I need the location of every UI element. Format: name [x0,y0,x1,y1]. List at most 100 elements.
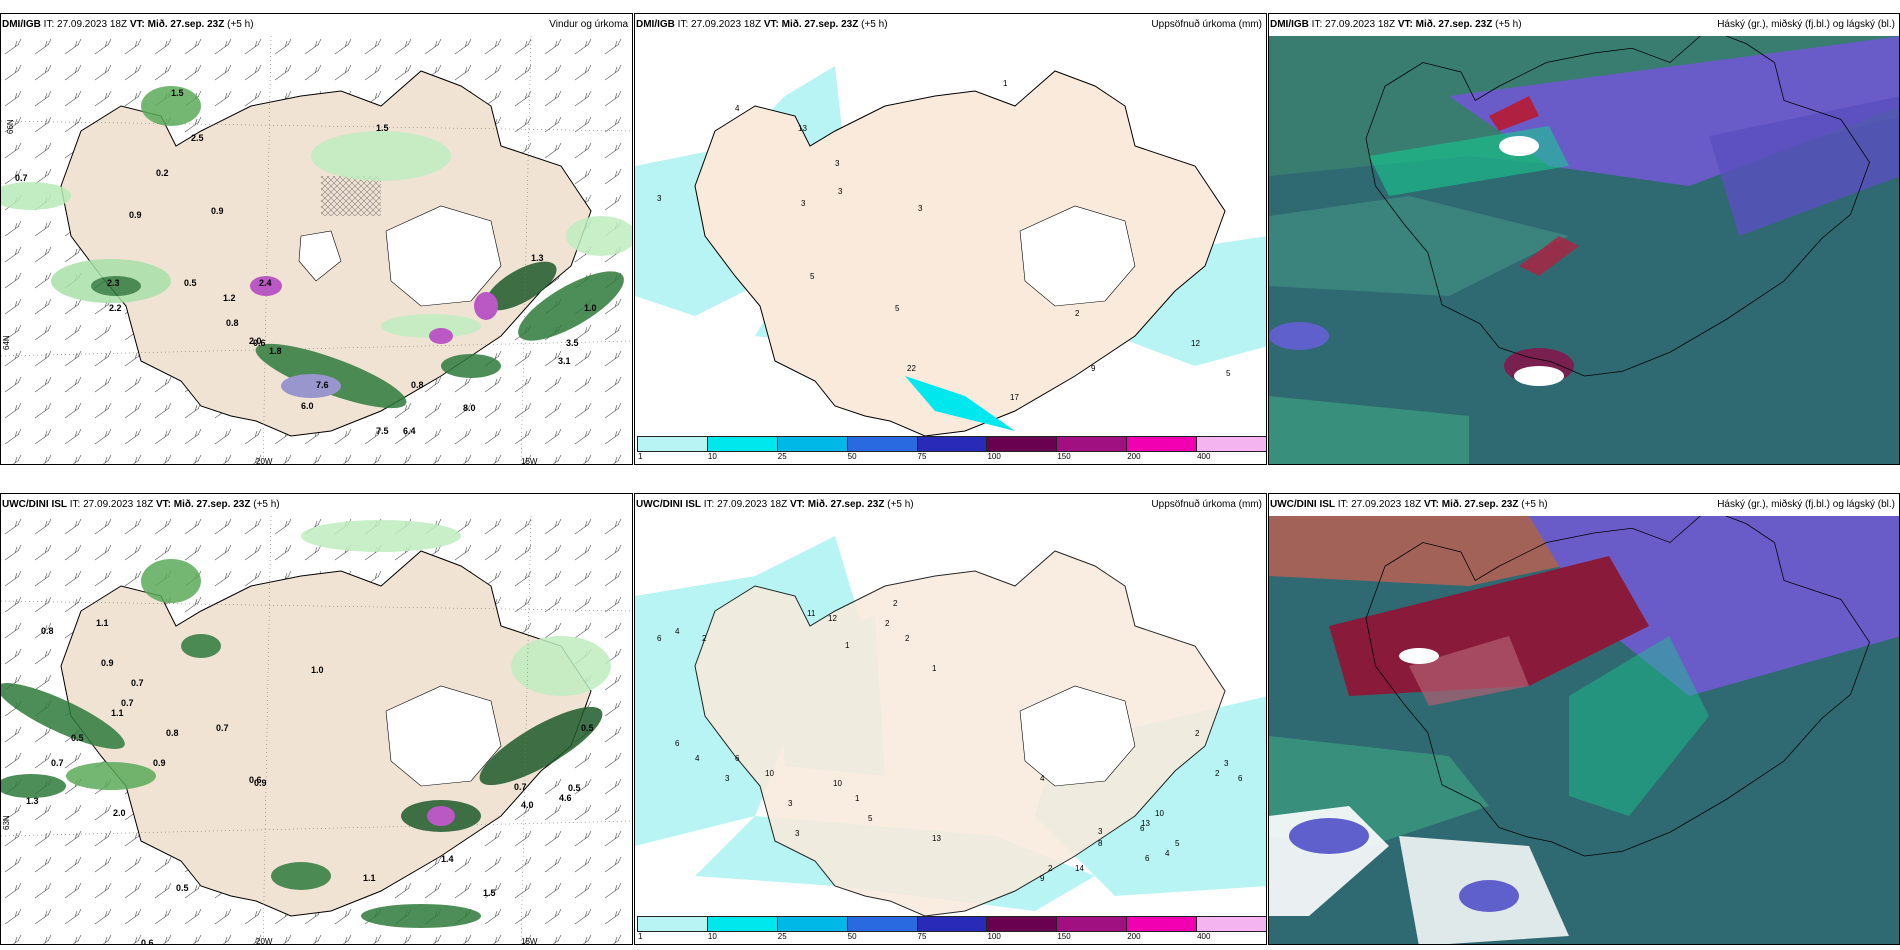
colorbar-tick: 1 [638,932,643,941]
panel-clouds-uwc: UWC/DINI ISL IT: 27.09.2023 18Z VT: Mið.… [1268,493,1900,945]
map-value-label: 1.3 [531,253,544,263]
map-value-label: 3 [725,774,730,783]
accum-map: 3 4 3 3 3 1 5 5 3 12 9 5 17 22 13 2 [635,66,1266,436]
precip-value-labels: 0.81.10.70.70.50.70.91.12.00.80.90.51.00… [26,618,594,944]
map-value-label: 2.3 [107,278,120,288]
panel-header: UWC/DINI ISL IT: 27.09.2023 18Z VT: Mið.… [635,494,1266,516]
hatched-area [321,176,381,216]
map-value-label: 1.2 [223,293,236,303]
map-value-label: 3.1 [558,356,571,366]
glacier [1019,205,1136,307]
map-value-label: 0.6 [253,338,266,348]
accum-value-labels: 6421112122216436101013513914106452362313… [657,599,1243,883]
panel-title: Háský (gr.), miðský (fj.bl.) og lágský (… [1717,499,1895,510]
map-value-label: 3 [838,187,843,196]
map-value-label: 8 [1098,839,1103,848]
map-value-label: 3 [795,829,800,838]
map-value-label: 6 [735,754,740,763]
panel-header-left: UWC/DINI ISL IT: 27.09.2023 18Z VT: Mið.… [2,499,280,510]
map-value-label: 1 [1003,79,1008,88]
colorbar-swatch [1126,436,1198,452]
map-value-label: 2 [1048,864,1053,873]
colorbar-tick: 100 [987,932,1001,941]
map-value-label: 0.5 [176,883,189,893]
map-value-label: 0.2 [156,168,169,178]
precip-green [1,520,611,928]
map-value-label: 2 [1195,729,1200,738]
map-value-label: 6 [1140,824,1145,833]
map-value-label: 1.0 [311,665,324,675]
map-value-label: 1 [855,794,860,803]
map-value-label: 1.5 [171,88,184,98]
map-value-label: 1.1 [96,618,109,628]
colorbar-tick: 50 [847,932,857,941]
map-value-label: 11 [807,609,816,618]
panel-wind-precip-dmi: DMI/IGB IT: 27.09.2023 18Z VT: Mið. 27.s… [0,13,633,465]
map-value-label: 3 [835,159,840,168]
map-value-label: 2.4 [259,278,272,288]
colorbar-tick: 25 [777,932,787,941]
colorbar-swatch [637,916,708,932]
map-value-label: 6.0 [301,401,314,411]
map-value-label: 4 [1040,774,1045,783]
glacier [385,685,502,787]
colorbar-tick: 200 [1127,932,1141,941]
colorbar-swatch [1126,916,1198,932]
colorbar-swatch [1196,436,1266,452]
map-value-label: 1.8 [269,346,282,356]
map-value-label: 10 [1155,809,1164,818]
map-value-label: 2 [905,634,910,643]
map-value-label: 0.9 [153,758,166,768]
accum-value-labels: 3 4 3 3 3 1 5 5 3 12 9 5 17 22 13 2 [657,79,1231,402]
iceland-outline [1365,516,1870,857]
lat-label-66: 66N [6,119,15,134]
colorbar-swatch [706,916,778,932]
map-value-label: 0.7 [51,758,64,768]
map-value-label: 5 [868,814,873,823]
lat-label-64: 64N [2,335,11,350]
map-value-label: 0.8 [41,626,54,636]
map-value-label: 3 [918,204,923,213]
map-value-label: 0.7 [131,678,144,688]
map-value-label: 0.5 [184,278,197,288]
lon-label-20: 20W [256,457,273,465]
map-value-label: 2.0 [249,336,262,346]
map-value-label: 0.8 [166,728,179,738]
panel-accum-precip-uwc: UWC/DINI ISL IT: 27.09.2023 18Z VT: Mið.… [634,493,1267,945]
panel-header-left: DMI/IGB IT: 27.09.2023 18Z VT: Mið. 27.s… [636,19,888,30]
map-value-label: 8.0 [463,403,476,413]
panel-header: DMI/IGB IT: 27.09.2023 18Z VT: Mið. 27.s… [1,14,632,36]
panel-header-left: UWC/DINI ISL IT: 27.09.2023 18Z VT: Mið.… [636,499,914,510]
map-value-label: 2 [1215,769,1220,778]
map-value-label: 0.7 [15,173,28,183]
lon-label-20: 20W [256,937,273,945]
panel-header-left: DMI/IGB IT: 27.09.2023 18Z VT: Mið. 27.s… [1270,19,1522,30]
map-value-label: 1.1 [363,873,376,883]
cloud-map [1269,516,1899,944]
map-value-label: 5 [1175,839,1180,848]
map-value-label: 1.4 [441,854,454,864]
map-value-label: 2.2 [109,303,122,313]
colorbar-tick: 400 [1197,452,1211,461]
colorbar-swatch [986,436,1058,452]
colorbar-tick: 10 [707,932,717,941]
colorbar-swatch [776,916,848,932]
map-value-label: 0.6 [249,775,262,785]
map-value-label: 1.5 [376,123,389,133]
map-value-label: 4 [735,104,740,113]
map-value-label: 0.7 [514,782,527,792]
colorbar-tick: 100 [987,452,1001,461]
map-value-label: 3 [1098,827,1103,836]
precip-streak [905,376,1015,431]
colorbar-swatch [846,436,918,452]
panel-header-left: UWC/DINI ISL IT: 27.09.2023 18Z VT: Mið.… [1270,499,1548,510]
map-value-label: 7.6 [316,380,329,390]
colorbar-swatch [1056,916,1128,932]
colorbar-tick: 400 [1197,932,1211,941]
colorbar-tick: 150 [1057,932,1071,941]
map-value-label: 0.7 [216,723,229,733]
map-value-label: 0.7 [121,698,134,708]
panel-title: Uppsöfnuð úrkoma (mm) [1151,19,1262,30]
iceland-land [694,70,1226,436]
colorbar-swatch [706,436,778,452]
